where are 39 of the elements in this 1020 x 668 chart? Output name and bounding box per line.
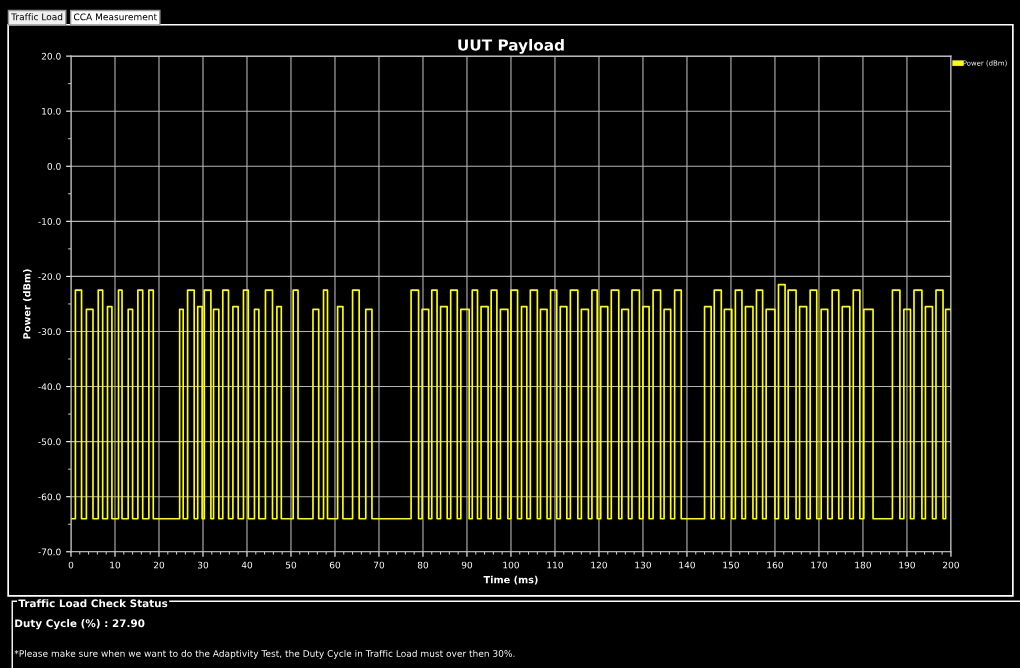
- x-tick-label: 160: [767, 561, 783, 569]
- x-tick-label: 130: [635, 561, 651, 569]
- x-tick-label: 40: [241, 561, 253, 569]
- text: Traffic Load: [11, 13, 63, 21]
- y-tick-label: 0.0: [47, 162, 61, 170]
- y-tick-label: -30.0: [38, 328, 61, 336]
- x-tick-label: 80: [417, 561, 429, 569]
- x-tick-label: 150: [723, 561, 739, 569]
- x-tick-label: 60: [329, 561, 341, 569]
- x-tick-label: 100: [503, 561, 519, 569]
- x-tick-label: 20: [153, 561, 165, 569]
- x-tick-label: 90: [461, 561, 473, 569]
- y-tick-label: -50.0: [38, 438, 61, 446]
- text: CCA Measurement: [73, 13, 157, 21]
- y-axis-title: Power (dBm): [22, 269, 32, 339]
- x-tick-label: 10: [110, 561, 121, 569]
- x-tick-label: 110: [547, 561, 563, 569]
- y-tick-label: -70.0: [38, 548, 61, 556]
- text: Duty Cycle (%) : 27.90: [15, 619, 145, 630]
- x-tick-label: 30: [197, 561, 209, 569]
- y-tick-label: -20.0: [38, 273, 61, 280]
- x-axis-title: Time (ms): [483, 575, 538, 585]
- y-tick-label: 10.0: [42, 107, 61, 115]
- x-tick-label: 190: [899, 561, 915, 569]
- x-tick-label: 50: [285, 561, 297, 569]
- x-tick-label: 120: [591, 561, 607, 569]
- chart-title: UUT Payload: [458, 38, 564, 54]
- text: Traffic Load Check Status: [18, 599, 168, 608]
- x-tick-label: 70: [373, 561, 385, 569]
- x-tick-label: 0: [68, 561, 74, 569]
- y-tick-label: -60.0: [38, 493, 61, 501]
- x-tick-label: 170: [811, 561, 827, 569]
- x-tick-label: 140: [679, 561, 695, 569]
- y-tick-label: -10.0: [38, 218, 61, 225]
- y-tick-label: -40.0: [38, 383, 61, 391]
- x-tick-label: 180: [855, 561, 871, 569]
- text: *Please make sure when we want to do the Adaptivity Test, the Duty Cycle in Traffic Load must over then 30%.: [14, 649, 515, 659]
- y-tick-label: 20.0: [41, 52, 61, 60]
- x-tick-label: 200: [942, 561, 959, 569]
